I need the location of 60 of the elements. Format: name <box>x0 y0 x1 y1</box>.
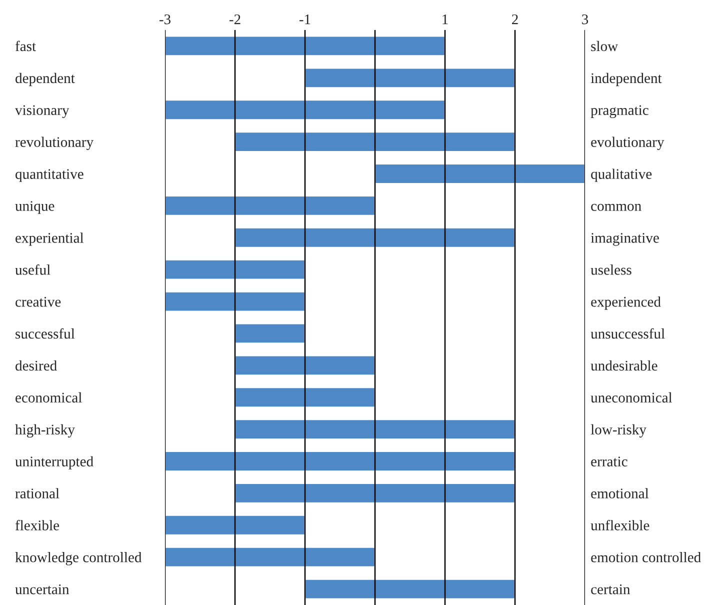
bar <box>165 290 306 312</box>
bar <box>165 450 516 472</box>
y2-tick-label: common <box>591 204 642 211</box>
y2-tick-label: uneconomical <box>590 392 672 403</box>
y-tick-label: economical <box>16 392 82 403</box>
bar <box>165 35 446 57</box>
y-tick-label: experiential <box>16 232 84 246</box>
y2-tick-label: qualitative <box>591 168 652 182</box>
x-tick-label: 2 <box>512 14 518 24</box>
bar <box>234 131 516 152</box>
y-tick-label: useful <box>15 264 50 275</box>
y2-tick-label: unflexible <box>590 520 650 530</box>
y-tick-label: uninterrupted <box>15 456 94 470</box>
y2-tick-label: slow <box>591 40 618 52</box>
x-tick-label: 3 <box>582 14 588 24</box>
y2-tick-label: independent <box>590 72 662 86</box>
y-tick-label: fast <box>15 40 36 52</box>
y-tick-label: flexible <box>15 520 60 530</box>
y-tick-label: creative <box>16 296 61 307</box>
x-tick-label: 1 <box>442 14 448 24</box>
y-tick-label: high-risky <box>15 424 75 438</box>
bar <box>165 514 306 536</box>
bar <box>234 386 376 408</box>
x-tick-label: -2 <box>229 14 240 24</box>
y2-tick-label: emotion controlled <box>591 552 701 562</box>
y-tick-label: knowledge controlled <box>15 552 142 566</box>
bar <box>374 163 585 184</box>
y-tick-label: dependent <box>16 72 75 86</box>
y2-tick-label: undesirable <box>590 360 658 371</box>
x-tick-label: -3 <box>159 14 171 24</box>
y2-tick-label: low-risky <box>590 424 646 438</box>
bar <box>304 67 516 89</box>
y-tick-label: desired <box>16 360 57 371</box>
y2-tick-label: erratic <box>591 456 628 466</box>
y2-tick-label: pragmatic <box>590 105 648 118</box>
y2-tick-label: useless <box>590 264 632 275</box>
y2-tick-label: imaginative <box>590 233 659 246</box>
y2-tick-label: certain <box>591 584 630 594</box>
y2-tick-label: unsuccessful <box>590 328 665 339</box>
bar <box>234 227 516 248</box>
x-tick-label: -1 <box>299 14 310 24</box>
y2-tick-label: evolutionary <box>591 136 664 150</box>
y-tick-label: uncertain <box>15 584 70 594</box>
bar <box>234 482 516 504</box>
y-tick-label: rational <box>15 488 60 498</box>
y-tick-label: visionary <box>15 105 70 118</box>
bar <box>165 258 306 280</box>
bar <box>234 354 376 376</box>
bar <box>165 195 376 216</box>
y-tick-label: quantitative <box>16 169 84 182</box>
bar <box>234 418 516 440</box>
bar <box>234 322 306 344</box>
y-tick-label: successful <box>16 328 75 339</box>
y-tick-label: unique <box>15 201 54 214</box>
bar <box>304 578 516 600</box>
bar <box>165 546 376 568</box>
bar <box>165 99 446 120</box>
y2-tick-label: experienced <box>591 296 661 310</box>
y2-tick-label: emotional <box>591 488 649 498</box>
y-tick-label: revolutionary <box>15 136 94 150</box>
